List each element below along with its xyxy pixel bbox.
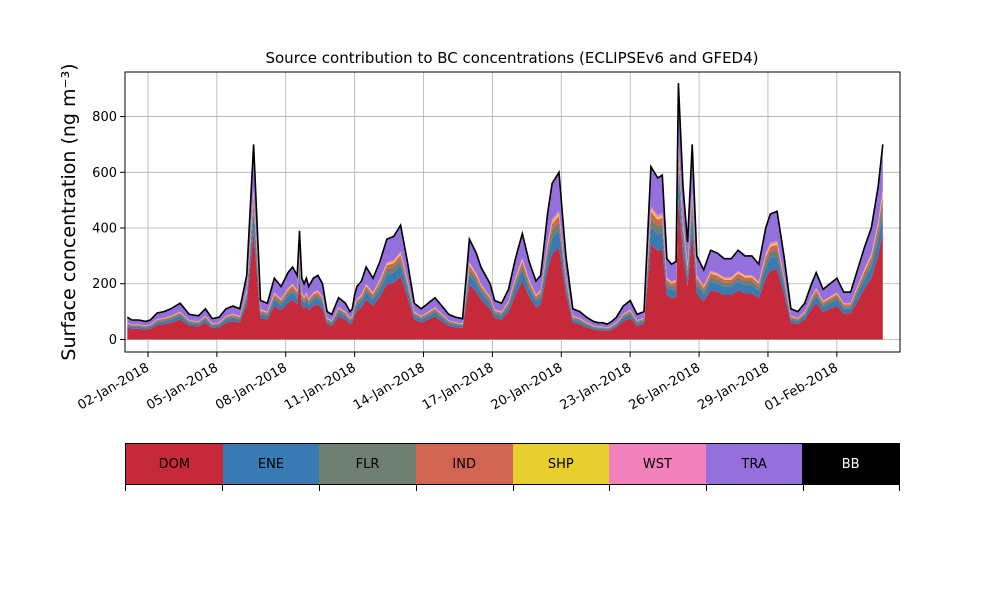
legend-item-flr: FLR <box>319 444 416 484</box>
y-axis: 0 200 400 600 800 <box>92 110 125 348</box>
plot-frame <box>124 71 901 353</box>
x-tick-label: 08-Jan-2018 <box>213 360 290 413</box>
x-tick-label: 01-Feb-2018 <box>762 360 841 414</box>
legend-ticks <box>125 485 900 491</box>
legend-item-dom: DOM <box>126 444 223 484</box>
legend-item-tra: TRA <box>705 444 803 484</box>
x-tick-label: 26-Jan-2018 <box>626 360 703 413</box>
y-tick-label: 200 <box>92 277 117 292</box>
legend-tick <box>803 485 805 491</box>
area-tra <box>127 83 883 328</box>
area-dom <box>127 198 883 340</box>
x-tick-label: 20-Jan-2018 <box>489 360 566 413</box>
x-axis: 02-Jan-201805-Jan-201808-Jan-201811-Jan-… <box>75 352 841 414</box>
x-tick-label: 23-Jan-2018 <box>558 360 635 413</box>
legend-item-wst: WST <box>609 444 706 484</box>
legend-item-ene: ENE <box>222 444 320 484</box>
y-tick-label: 400 <box>92 222 117 237</box>
legend-tick <box>609 485 611 491</box>
stacked-areas <box>127 83 883 340</box>
legend-tick <box>125 485 126 491</box>
legend-item-ind: IND <box>415 444 513 484</box>
y-tick-label: 600 <box>92 166 117 181</box>
legend-tick <box>415 485 417 491</box>
area-ene <box>127 172 883 331</box>
x-tick-label: 14-Jan-2018 <box>351 360 428 413</box>
x-tick-label: 29-Jan-2018 <box>695 360 772 413</box>
legend-tick <box>706 485 708 491</box>
legend-tick <box>899 485 900 491</box>
x-tick-label: 17-Jan-2018 <box>420 360 497 413</box>
legend-tick <box>318 485 320 491</box>
x-tick-label: 05-Jan-2018 <box>144 360 221 413</box>
legend-tick <box>221 485 223 491</box>
y-axis-label: Surface concentration (ng m⁻³) <box>58 63 80 360</box>
y-tick-label: 0 <box>109 333 117 348</box>
source-legend-bar: DOM ENE FLR IND SHP WST TRA BB <box>125 443 900 485</box>
legend-item-shp: SHP <box>512 444 610 484</box>
y-tick-label: 800 <box>92 110 117 125</box>
legend-item-bb: BB <box>802 444 899 484</box>
x-tick-label: 02-Jan-2018 <box>75 360 152 413</box>
total-outline-line <box>126 83 884 325</box>
chart-title: Source contribution to BC concentrations… <box>265 49 758 67</box>
legend-tick <box>512 485 514 491</box>
x-tick-label: 11-Jan-2018 <box>282 360 359 413</box>
